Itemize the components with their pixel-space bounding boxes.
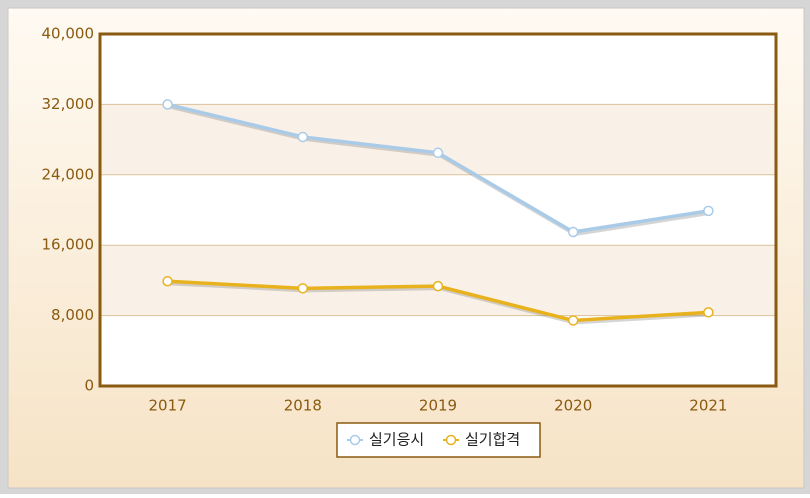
y-tick-label: 8,000: [51, 306, 94, 324]
y-tick-label: 16,000: [42, 236, 95, 254]
plot-border: [98, 32, 778, 388]
y-tick-label: 32,000: [42, 95, 95, 113]
x-tick-label: 2019: [419, 397, 457, 415]
point: [162, 99, 173, 110]
y-tick-label: 0: [84, 377, 94, 395]
point: [703, 307, 714, 318]
point: [567, 315, 579, 326]
legend-label: 실기합격: [465, 431, 520, 449]
x-tick-label: 2018: [284, 397, 322, 415]
x-tick-label: 2021: [689, 397, 727, 415]
legend-label: 실기응시: [369, 431, 424, 449]
y-tick-label: 24,000: [42, 165, 95, 183]
point: [567, 226, 579, 238]
y-tick-label: 40,000: [42, 25, 95, 43]
point: [297, 283, 309, 294]
point: [162, 276, 173, 287]
point: [297, 131, 309, 143]
x-tick-label: 2017: [149, 397, 187, 415]
x-tick-label: 2020: [554, 397, 592, 415]
plot-area: [100, 34, 776, 386]
legend: [336, 422, 541, 458]
legend-swatch: [349, 434, 361, 446]
point: [432, 280, 444, 292]
grid-band: [100, 245, 776, 316]
point: [432, 147, 444, 159]
point: [703, 205, 714, 217]
legend-swatch: [445, 434, 457, 446]
